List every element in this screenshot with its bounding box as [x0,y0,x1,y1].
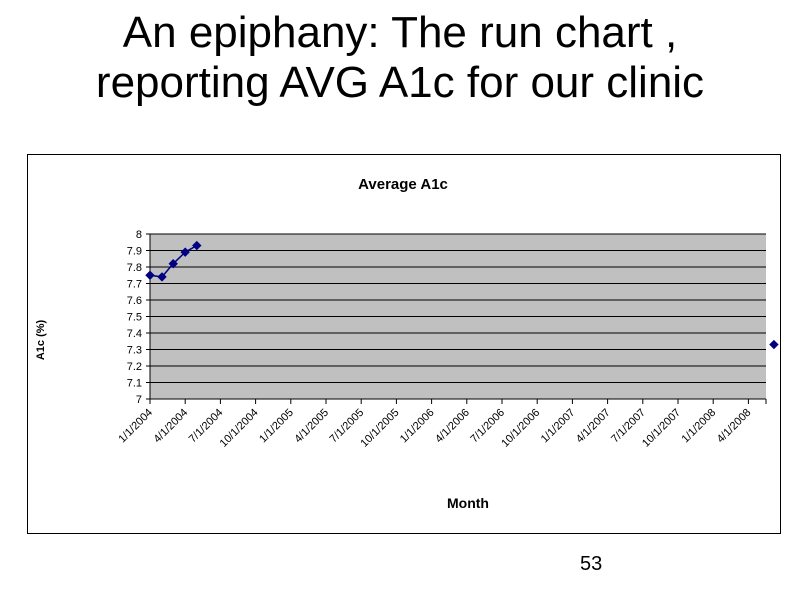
y-tick-label: 7.7 [127,279,142,291]
x-tick-label: 1/1/2005 [257,407,296,446]
x-tick-label: 10/1/2005 [358,407,401,450]
chart-frame: Average A1c Month A1c (%) 7 7.1 7.2 7.3 7.4 7… [27,154,781,534]
slide-title-line-2: reporting AVG A1c for our clinic [95,58,705,107]
slide-title-line-1: An epiphany: The run chart , [122,8,678,57]
y-tick-label: 7.3 [127,345,142,357]
y-tick-label: 7.4 [127,328,142,340]
slide-title: An epiphany: The run chart , reporting A… [0,8,800,108]
data-point [145,270,155,280]
data-point [157,272,167,282]
x-tick-label: 1/1/2006 [398,407,437,446]
y-tick-label: 7.9 [127,246,142,258]
data-point [769,339,779,350]
y-tick-label: 7.2 [127,361,142,373]
x-tick-label: 4/1/2005 [292,407,331,446]
x-tick-label: 1/1/2007 [539,407,578,446]
data-point [180,247,190,257]
x-tick-label: 4/1/2006 [433,407,472,446]
x-tick-label: 10/1/2006 [499,407,542,450]
y-tick-label: 7.6 [127,295,142,307]
x-tick-label: 4/1/2004 [152,407,191,446]
x-tick-label: 10/1/2004 [218,407,261,450]
data-point [192,240,202,251]
chart-title: Average A1c [358,176,448,193]
x-tick-label: 10/1/2007 [640,407,683,450]
y-tick-label: 8 [136,229,142,241]
x-tick-label: 4/1/2007 [574,407,613,446]
y-tick-label: 7.5 [127,312,142,324]
data-point [168,258,178,269]
x-tick-label: 1/1/2008 [680,407,719,446]
x-tick-label: 1/1/2004 [116,407,155,446]
y-tick-label: 7.8 [127,262,142,274]
y-tick-label: 7.1 [127,378,142,390]
x-axis-title: Month [447,495,489,511]
a1c-run-chart: Average A1c Month A1c (%) 7 7.1 7.2 7.3 7.4 7… [35,176,779,511]
y-tick-label: 7 [136,394,142,406]
x-tick-label: 4/1/2008 [715,407,754,446]
y-axis-title: A1c (%) [35,319,47,360]
page-number: 53 [580,553,603,575]
